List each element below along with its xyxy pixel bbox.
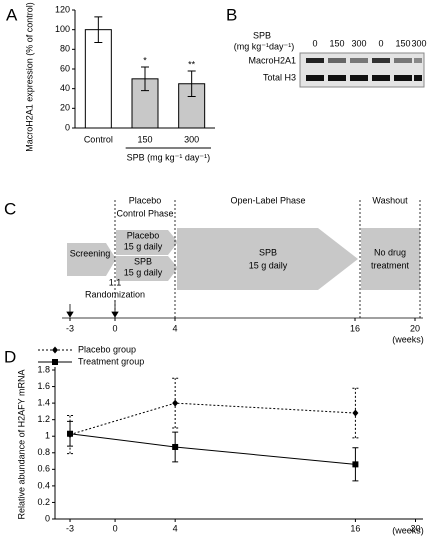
phase-label: Placebo (129, 195, 162, 205)
step-label: No drug (374, 247, 406, 257)
y-tick-label: 40 (60, 83, 70, 93)
phase-label: Open-Label Phase (230, 195, 305, 205)
series-line (69, 433, 356, 465)
x-tick-label: 300 (184, 134, 199, 144)
y-tick-label: 60 (60, 63, 70, 73)
x-axis-unit: (weeks) (392, 525, 424, 535)
y-tick-label: 1.4 (37, 397, 50, 407)
row-label: MacroH2A1 (248, 55, 296, 65)
randomization-label: 1:1 (109, 277, 122, 287)
y-tick-label: 0.6 (37, 464, 50, 474)
y-tick-label: 0 (65, 122, 70, 132)
marker (352, 461, 359, 468)
significance-label: ** (188, 59, 196, 69)
y-axis-label: Relative abundance of H2AFY mRNA (16, 370, 26, 520)
panel-label: D (4, 347, 16, 366)
row-label: Total H3 (263, 72, 296, 82)
arm-label: Placebo (127, 230, 160, 240)
x-axis-label: SPB (mg kg⁻¹ day⁻¹) (127, 152, 211, 162)
timeline-tick-label: 20 (410, 323, 420, 333)
step-label: SPB (259, 247, 277, 257)
timeline-tick-label: -3 (66, 323, 74, 333)
y-tick-label: 1 (45, 431, 50, 441)
y-tick-label: 80 (60, 44, 70, 54)
panel-label: C (4, 199, 16, 218)
phase-label: Washout (372, 195, 408, 205)
panel-label: A (6, 5, 18, 24)
marker (172, 399, 179, 407)
y-tick-label: 1.6 (37, 381, 50, 391)
arm-label: 15 g daily (124, 241, 163, 251)
y-tick-label: 0.4 (37, 480, 50, 490)
step-label: treatment (371, 260, 410, 270)
timeline-unit: (weeks) (392, 334, 424, 344)
bar (84, 29, 112, 129)
y-tick-label: 1.8 (37, 364, 50, 374)
significance-label: * (143, 55, 147, 65)
x-tick-label: Control (84, 134, 113, 144)
y-tick-label: 0 (45, 513, 50, 523)
legend-marker (52, 346, 58, 354)
arm-label: 15 g daily (124, 267, 163, 277)
y-tick-label: 20 (60, 103, 70, 113)
blot-header: (mg kg⁻¹day⁻¹) (234, 41, 295, 51)
x-tick-label: 16 (350, 523, 360, 533)
timeline-tick-label: 0 (112, 323, 117, 333)
y-tick-label: 1.2 (37, 414, 50, 424)
step-label: 15 g daily (249, 260, 288, 270)
y-axis-label: MacroH2A1 expression (% of control) (24, 2, 34, 152)
timeline-shapes (67, 228, 420, 290)
y-tick-label: 0.8 (37, 447, 50, 457)
lane-label: 0 (378, 38, 383, 48)
y-tick-label: 120 (55, 4, 70, 14)
x-tick-label: 4 (173, 523, 178, 533)
marker (172, 443, 179, 450)
error-bar (141, 66, 149, 92)
legend-marker (52, 359, 58, 365)
x-tick-label: 20 (410, 523, 420, 533)
timeline-lines (62, 200, 423, 319)
randomization-label: Randomization (85, 289, 145, 299)
arm-label: SPB (134, 256, 152, 266)
marker (352, 409, 359, 417)
panel-label: B (226, 5, 237, 24)
error-bar (67, 415, 74, 455)
marker (67, 430, 74, 437)
timeline-tick-label: 16 (350, 323, 360, 333)
legend-label: Treatment group (78, 356, 144, 366)
x-tick-label: 150 (137, 134, 152, 144)
lane-label: 150 (329, 38, 344, 48)
blot-bands (306, 58, 422, 81)
timeline-tick-label: 4 (172, 323, 177, 333)
lane-label: 300 (351, 38, 366, 48)
lane-label: 0 (312, 38, 317, 48)
y-tick-label: 0.2 (37, 497, 50, 507)
step-label: Screening (70, 248, 111, 258)
error-bar (187, 70, 196, 98)
lane-label: 300 (411, 38, 426, 48)
lane-label: 150 (395, 38, 410, 48)
phase-label: Control Phase (116, 208, 173, 218)
blot-header: SPB (253, 30, 271, 40)
legend-label: Placebo group (78, 344, 136, 354)
error-bar (94, 16, 103, 43)
series-line (69, 402, 356, 436)
x-tick-label: 0 (113, 523, 118, 533)
y-tick-label: 100 (55, 24, 70, 34)
x-tick-label: -3 (66, 523, 74, 533)
